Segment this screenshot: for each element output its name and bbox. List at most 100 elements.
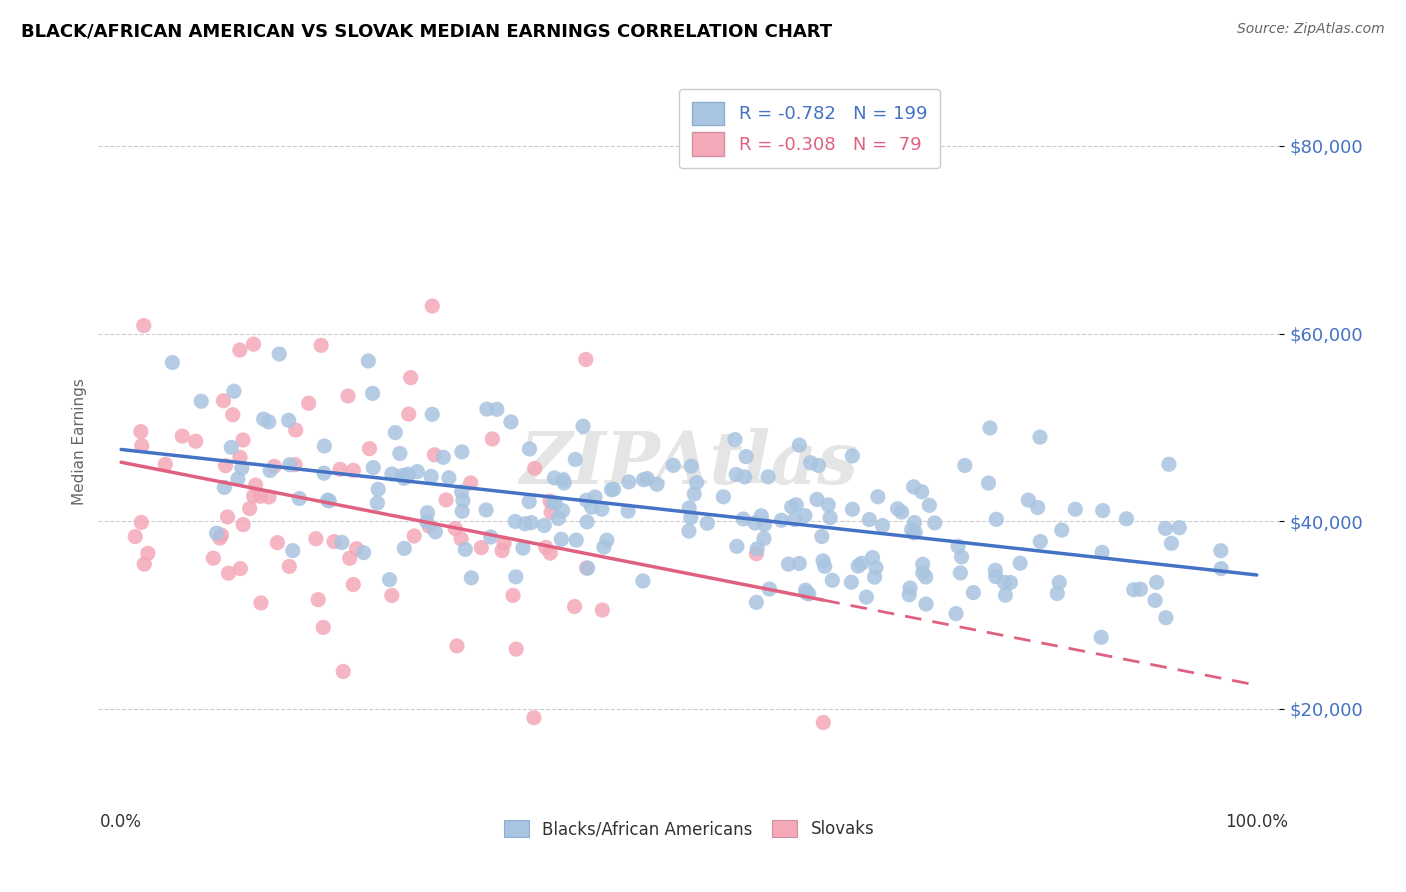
Point (437, 471, 460, 485)
Point (451, 493, 474, 508)
Point (581, 500, 603, 515)
Point (253, 412, 276, 426)
Point (986, 512, 1008, 526)
Point (1157, 457, 1180, 471)
Point (446, 639, 468, 653)
Point (984, 569, 1007, 583)
Point (1146, 575, 1168, 590)
Point (1047, 575, 1070, 590)
Point (1029, 430, 1052, 444)
Point (314, 439, 336, 453)
Text: ZIPAtlas: ZIPAtlas (520, 428, 858, 499)
Point (903, 480, 925, 494)
Point (229, 450, 252, 465)
Point (841, 575, 863, 590)
Point (711, 490, 734, 504)
Point (735, 450, 758, 464)
Point (1122, 582, 1144, 597)
Point (1115, 512, 1137, 526)
Point (263, 459, 285, 474)
Point (242, 489, 264, 503)
Point (898, 588, 921, 602)
Point (231, 461, 253, 475)
Point (1090, 630, 1112, 644)
Point (533, 518, 555, 533)
Point (434, 492, 457, 507)
Point (222, 384, 245, 399)
Point (396, 469, 419, 483)
Point (534, 541, 557, 555)
Point (575, 561, 598, 575)
Point (543, 495, 565, 509)
Point (583, 490, 606, 504)
Point (418, 519, 440, 533)
Point (357, 354, 380, 368)
Point (481, 432, 503, 446)
Point (494, 536, 516, 550)
Point (420, 469, 443, 483)
Point (214, 458, 236, 473)
Point (330, 535, 353, 549)
Point (212, 393, 235, 408)
Point (851, 557, 873, 571)
Point (353, 546, 375, 560)
Point (794, 583, 817, 598)
Point (681, 459, 703, 474)
Point (259, 463, 281, 477)
Point (312, 620, 335, 634)
Point (538, 494, 561, 508)
Point (309, 338, 332, 352)
Point (898, 581, 921, 595)
Point (284, 458, 307, 472)
Point (785, 498, 807, 512)
Point (752, 532, 775, 546)
Point (724, 433, 747, 447)
Point (420, 299, 443, 313)
Point (131, 439, 153, 453)
Text: BLACK/AFRICAN AMERICAN VS SLOVAK MEDIAN EARNINGS CORRELATION CHART: BLACK/AFRICAN AMERICAN VS SLOVAK MEDIAN … (21, 22, 832, 40)
Point (226, 472, 249, 486)
Point (685, 475, 707, 490)
Point (811, 529, 834, 543)
Point (505, 642, 527, 657)
Point (425, 524, 447, 539)
Point (124, 530, 146, 544)
Point (617, 475, 640, 489)
Point (1211, 562, 1233, 576)
Point (979, 421, 1001, 435)
Point (946, 539, 969, 553)
Point (523, 711, 546, 725)
Point (977, 476, 1000, 491)
Point (818, 510, 841, 524)
Point (129, 425, 152, 439)
Point (863, 570, 886, 584)
Point (239, 501, 262, 516)
Point (339, 551, 361, 566)
Point (593, 540, 616, 554)
Point (1050, 523, 1073, 537)
Point (1000, 575, 1022, 590)
Point (323, 534, 346, 549)
Point (217, 566, 239, 581)
Point (172, 429, 194, 443)
Point (821, 574, 844, 588)
Point (451, 504, 474, 518)
Point (865, 560, 887, 574)
Point (129, 516, 152, 530)
Point (155, 457, 177, 471)
Point (725, 540, 748, 554)
Point (911, 484, 934, 499)
Point (394, 541, 416, 556)
Point (903, 516, 925, 530)
Point (229, 561, 252, 575)
Point (778, 557, 800, 571)
Point (858, 512, 880, 526)
Point (841, 449, 863, 463)
Point (479, 530, 502, 544)
Point (1026, 500, 1049, 515)
Point (1029, 534, 1052, 549)
Point (783, 513, 806, 527)
Point (915, 597, 938, 611)
Point (1091, 503, 1114, 517)
Point (903, 525, 925, 540)
